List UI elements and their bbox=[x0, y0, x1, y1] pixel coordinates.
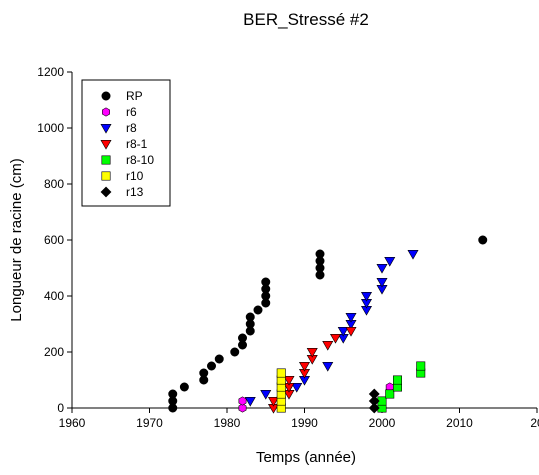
legend-marker-r8 bbox=[100, 124, 112, 134]
x-tick-label: 1960 bbox=[59, 416, 86, 430]
series-r10 bbox=[276, 368, 286, 413]
data-point bbox=[322, 361, 334, 372]
legend-marker-RP bbox=[101, 91, 111, 101]
data-point bbox=[267, 396, 280, 407]
data-point bbox=[322, 340, 334, 351]
data-point bbox=[253, 305, 263, 315]
legend-marker-r10 bbox=[101, 171, 111, 181]
data-point bbox=[306, 347, 318, 358]
data-point bbox=[283, 375, 295, 386]
data-point bbox=[368, 402, 380, 414]
data-point bbox=[214, 354, 224, 364]
data-point bbox=[199, 368, 209, 378]
data-point bbox=[315, 249, 325, 259]
data-point bbox=[384, 256, 396, 267]
x-tick-label: 2010 bbox=[446, 416, 473, 430]
legend-marker-r13 bbox=[100, 186, 112, 198]
y-tick-label: 0 bbox=[57, 401, 64, 415]
data-point bbox=[238, 333, 248, 343]
series-r8-1 bbox=[267, 326, 357, 414]
data-point bbox=[416, 361, 426, 371]
legend-label: r13 bbox=[126, 185, 144, 199]
data-point bbox=[385, 389, 395, 399]
series-r6 bbox=[238, 382, 394, 413]
data-point bbox=[392, 375, 402, 385]
legend: RP r6 r8 r8-1 r8-10 r10 r13 bbox=[81, 79, 171, 207]
data-point bbox=[261, 277, 271, 287]
y-axis-label: Longueur de racine (cm) bbox=[8, 158, 25, 321]
x-tick-label: 2000 bbox=[369, 416, 396, 430]
x-axis-label: Temps (année) bbox=[256, 449, 356, 466]
data-point bbox=[298, 361, 311, 372]
legend-label: r6 bbox=[126, 105, 137, 119]
data-point bbox=[345, 312, 357, 323]
data-point bbox=[207, 361, 217, 371]
data-point bbox=[238, 396, 247, 406]
y-tick-label: 600 bbox=[44, 233, 64, 247]
data-point bbox=[360, 291, 373, 302]
legend-marker-r6 bbox=[102, 107, 110, 117]
x-tick-label: 20 bbox=[530, 416, 539, 430]
y-tick-label: 200 bbox=[44, 345, 64, 359]
legend-label: r8 bbox=[126, 121, 137, 135]
data-point bbox=[230, 347, 240, 357]
y-tick-label: 400 bbox=[44, 289, 64, 303]
series-r8-10 bbox=[377, 361, 426, 413]
legend-label: r8-1 bbox=[126, 137, 148, 151]
series-RP bbox=[168, 235, 488, 413]
data-point bbox=[260, 389, 272, 400]
data-point bbox=[179, 382, 189, 392]
data-point bbox=[337, 326, 349, 337]
chart-title: BER_Stressé #2 bbox=[243, 10, 369, 29]
x-tick-label: 1970 bbox=[136, 416, 163, 430]
legend-marker-r8-10 bbox=[101, 155, 111, 165]
legend-label: r10 bbox=[126, 169, 144, 183]
data-point bbox=[345, 326, 357, 337]
data-point bbox=[478, 235, 488, 245]
plot-area: 0 200 400 600 800 1000 1200 1960 1970 1980 1990 200… bbox=[37, 65, 539, 430]
y-tick-label: 1000 bbox=[37, 121, 64, 135]
data-point bbox=[329, 333, 342, 344]
data-point bbox=[168, 389, 178, 399]
x-tick-label: 1990 bbox=[291, 416, 318, 430]
legend-label: RP bbox=[126, 89, 143, 103]
data-point bbox=[276, 368, 286, 378]
data-point bbox=[291, 382, 303, 393]
data-point bbox=[376, 263, 388, 274]
series-r8 bbox=[244, 250, 419, 407]
x-tick-label: 1980 bbox=[214, 416, 241, 430]
data-point bbox=[376, 277, 388, 288]
legend-marker-r8-1 bbox=[100, 140, 112, 150]
y-tick-label: 1200 bbox=[37, 65, 64, 79]
data-point bbox=[245, 312, 255, 322]
data-point bbox=[407, 250, 419, 260]
data-point bbox=[244, 396, 256, 407]
data-point bbox=[368, 388, 380, 400]
data-point bbox=[238, 403, 247, 413]
legend-box bbox=[81, 79, 171, 207]
series-r13 bbox=[368, 388, 380, 414]
data-point bbox=[368, 395, 380, 407]
y-tick-label: 800 bbox=[44, 177, 64, 191]
legend-label: r8-10 bbox=[126, 153, 154, 167]
